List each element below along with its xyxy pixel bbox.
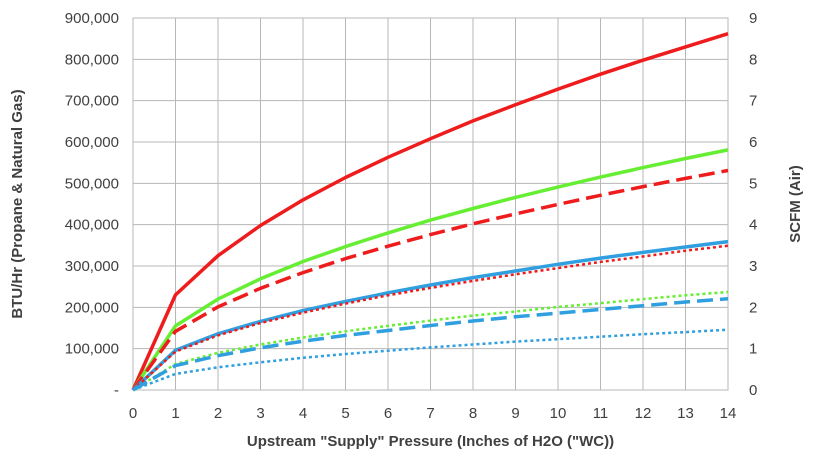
y-tick-label: 900,000: [65, 10, 119, 27]
y2-tick-label: 3: [749, 258, 757, 275]
y-tick-label: 500,000: [65, 175, 119, 192]
series-line-8-dotted: [132, 328, 729, 392]
y2-tick-label: 0: [749, 382, 757, 399]
y-tick-label: 400,000: [65, 217, 119, 234]
x-tick-label: 12: [635, 405, 652, 422]
series-line-5-dotted: [132, 244, 729, 391]
grid: [132, 17, 729, 391]
plot-frame: [132, 17, 729, 391]
x-tick-label: 14: [720, 405, 737, 422]
y2-tick-label: 9: [749, 10, 757, 27]
series-line-6-dotted: [132, 290, 729, 392]
y-tick-label: 300,000: [65, 258, 119, 275]
x-tick-label: 6: [384, 405, 392, 422]
x-axis-title: Upstream "Supply" Pressure (Inches of H2…: [247, 433, 614, 450]
y2-tick-label: 8: [749, 51, 757, 68]
y-tick-label: 800,000: [65, 51, 119, 68]
y2-tick-label: 5: [749, 175, 757, 192]
x-tick-label: 1: [171, 405, 179, 422]
x-tick-label: 5: [341, 405, 349, 422]
x-tick-label: 11: [593, 405, 609, 422]
series-line-2-solid: [131, 148, 729, 391]
series-line-1-solid: [131, 32, 729, 391]
x-axis-ticks: 0 1 2 3 4 5 6 7 8 9 10 11 12 13 14: [129, 405, 737, 422]
y-axis-title: BTU/Hr (Propane & Natural Gas): [9, 89, 26, 318]
y-tick-label: 200,000: [65, 299, 119, 316]
x-tick-label: 4: [299, 405, 307, 422]
x-tick-label: 9: [511, 405, 519, 422]
x-tick-label: 0: [129, 405, 137, 422]
x-tick-label: 8: [469, 405, 477, 422]
series-line-3-dashed: [131, 168, 729, 392]
y2-tick-label: 7: [749, 93, 757, 110]
series-line-4-solid: [131, 239, 729, 392]
y2-tick-label: 4: [749, 217, 757, 234]
x-tick-label: 2: [214, 405, 222, 422]
x-tick-label: 10: [550, 405, 567, 422]
y2-tick-label: 1: [749, 341, 757, 358]
y-tick-label: 600,000: [65, 134, 119, 151]
y2-tick-label: 6: [749, 134, 757, 151]
y-tick-label: 700,000: [65, 93, 119, 110]
y-tick-label: -: [114, 382, 119, 399]
y-tick-label: 100,000: [65, 341, 119, 358]
x-tick-label: 13: [677, 405, 694, 422]
y2-axis-ticks: 0 1 2 3 4 5 6 7 8 9: [749, 10, 757, 399]
y-axis-ticks: - 100,000 200,000 300,000 400,000 500,000 600,…: [65, 10, 119, 399]
x-tick-label: 7: [426, 405, 434, 422]
y2-axis-title: SCFM (Air): [787, 165, 804, 243]
series-line-7-dashed: [132, 296, 729, 392]
series-group: [131, 32, 729, 392]
x-tick-label: 3: [256, 405, 264, 422]
y2-tick-label: 2: [749, 299, 757, 316]
